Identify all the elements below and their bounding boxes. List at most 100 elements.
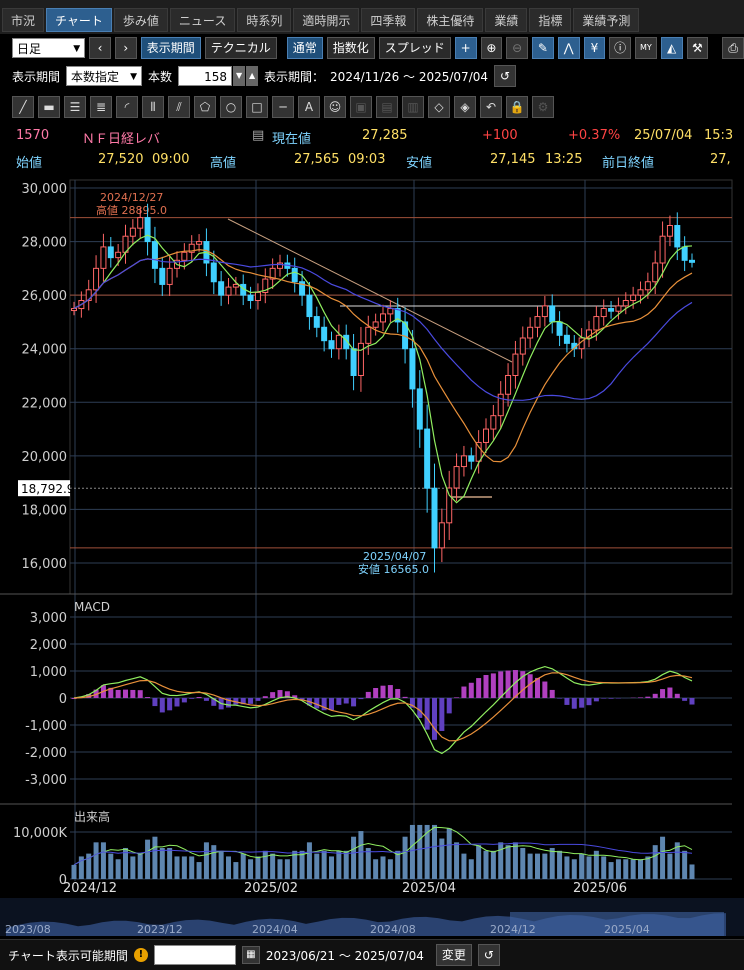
high-date-label: 2024/12/27 — [100, 191, 163, 204]
macd-histogram-bar — [638, 697, 643, 698]
fan-icon[interactable]: ◜ — [116, 96, 138, 118]
index-button[interactable]: 指数化 — [326, 37, 375, 59]
macd-histogram-bar — [586, 698, 592, 706]
candle-body — [299, 281, 306, 296]
hlines2-icon[interactable]: ≣ — [90, 96, 112, 118]
candle-body — [181, 251, 188, 261]
tab-4[interactable]: 時系列 — [237, 8, 292, 32]
zoom-out-icon[interactable]: ⊖ — [506, 37, 529, 59]
volume-bar — [159, 847, 165, 879]
my-icon[interactable]: MY — [635, 37, 657, 59]
macd-histogram-bar — [512, 670, 518, 698]
pentagon-icon[interactable]: ⬠ — [194, 96, 216, 118]
volume-bar — [306, 842, 312, 879]
eraser-icon[interactable]: ◇ — [428, 96, 450, 118]
tab-5[interactable]: 適時開示 — [293, 8, 360, 32]
chevron-up-icon[interactable]: ▲ — [246, 66, 259, 86]
candle-body — [416, 388, 423, 430]
volume-bar — [439, 838, 445, 879]
macd-tick-label: 2,000 — [30, 638, 67, 653]
lock-icon[interactable]: 🔒 — [506, 96, 528, 118]
calendar-icon[interactable]: ▦ — [241, 946, 260, 964]
macd-histogram-bar — [292, 695, 298, 698]
stamp3-icon[interactable]: ▥ — [402, 96, 424, 118]
tab-0[interactable]: 市況 — [2, 8, 45, 32]
line-tool-icon[interactable]: ╱ — [12, 96, 34, 118]
technical-button[interactable]: テクニカル — [204, 37, 277, 59]
candle-body — [166, 267, 173, 285]
tab-1[interactable]: チャート — [46, 8, 112, 32]
trend-icon[interactable]: ⋀ — [557, 37, 580, 59]
tab-bar: 市況 チャート 歩み値 ニュース 時系列 適時開示 四季報 株主優待 業績 指標 業績予測 — [0, 0, 744, 34]
navigator-window — [510, 912, 724, 936]
display-period-button[interactable]: 表示期間 — [140, 37, 201, 59]
candle-body — [218, 281, 225, 296]
price-tick-label: 16,000 — [22, 557, 68, 572]
fork-icon[interactable]: ⫽ — [168, 96, 190, 118]
rect-icon[interactable]: □ — [246, 96, 268, 118]
reset-range-icon[interactable]: ↺ — [494, 65, 517, 87]
macd-histogram-bar — [189, 698, 195, 699]
undo-icon[interactable]: ↶ — [480, 96, 502, 118]
warning-icon: ! — [133, 948, 148, 962]
macd-histogram-bar — [373, 688, 379, 698]
yen-icon[interactable]: ¥ — [583, 37, 606, 59]
period-select[interactable]: 日足 ▼ — [12, 38, 86, 58]
hline-icon[interactable]: ─ — [272, 96, 294, 118]
normal-button[interactable]: 通常 — [286, 37, 323, 59]
icon-tool-icon[interactable]: ☺ — [324, 96, 346, 118]
volume-bar — [137, 853, 143, 879]
price-chart[interactable]: 30,000 28,000 26,000 24,000 22,000 20,000 18,0… — [0, 176, 744, 936]
tab-10[interactable]: 業績予測 — [573, 8, 640, 32]
candle-body — [247, 294, 254, 302]
hlines-icon[interactable]: ☰ — [64, 96, 86, 118]
volume-bar — [174, 856, 180, 879]
tab-6[interactable]: 四季報 — [361, 8, 416, 32]
change-button[interactable]: 変更 — [435, 944, 472, 966]
chevron-down-icon[interactable]: ▼ — [233, 66, 246, 86]
pencil-icon[interactable]: ✎ — [532, 37, 554, 59]
zoom-in-icon[interactable]: ⊕ — [480, 37, 503, 59]
ruler-icon[interactable]: ▬ — [38, 96, 60, 118]
vlines-icon[interactable]: ⦀ — [142, 96, 164, 118]
area-chart-icon[interactable]: ◭ — [660, 37, 683, 59]
tab-8[interactable]: 業績 — [485, 8, 528, 32]
next-button[interactable]: › — [114, 37, 137, 59]
prev-button[interactable]: ‹ — [89, 37, 111, 59]
plus-icon[interactable]: + — [454, 37, 477, 59]
macd-histogram-bar — [542, 681, 548, 698]
info-icon[interactable]: ⓘ — [609, 37, 632, 59]
spread-button[interactable]: スプレッド — [378, 37, 451, 59]
price-tick-label: 24,000 — [22, 343, 68, 358]
start-date-input[interactable] — [153, 945, 236, 965]
reset-icon[interactable]: ↺ — [477, 944, 500, 966]
text-icon[interactable]: A — [298, 96, 320, 118]
doc-icon: ▤ — [252, 128, 265, 143]
candle-body — [313, 316, 320, 328]
settings-icon[interactable]: ⚙ — [532, 96, 554, 118]
volume-bar — [255, 856, 261, 879]
circle-icon[interactable]: ○ — [220, 96, 242, 118]
stamp2-icon[interactable]: ▤ — [376, 96, 398, 118]
volume-bar — [557, 850, 563, 879]
tab-2[interactable]: 歩み値 — [113, 8, 168, 32]
tab-7[interactable]: 株主優待 — [417, 8, 484, 32]
print-icon[interactable]: ⎙ — [722, 37, 744, 59]
candle-body — [71, 308, 77, 312]
chevron-down-icon: ▼ — [73, 44, 81, 54]
moving-average-line — [73, 234, 693, 504]
stamp-icon[interactable]: ▣ — [350, 96, 372, 118]
macd-histogram-bar — [439, 698, 445, 731]
open-value: 27,520 — [98, 152, 144, 167]
macd-histogram-bar — [557, 698, 563, 699]
period-mode-select[interactable]: 本数指定 ▼ — [66, 66, 143, 86]
volume-bar — [505, 845, 511, 879]
navigator-label: 2023/12 — [137, 923, 183, 936]
macd-histogram-bar — [674, 693, 680, 698]
eraser2-icon[interactable]: ◈ — [454, 96, 476, 118]
tab-9[interactable]: 指標 — [529, 8, 572, 32]
wrench-icon[interactable]: ⚒ — [686, 37, 709, 59]
count-input[interactable]: 158 — [178, 66, 233, 86]
price-tick-label: 18,000 — [22, 503, 68, 518]
tab-3[interactable]: ニュース — [169, 8, 236, 32]
